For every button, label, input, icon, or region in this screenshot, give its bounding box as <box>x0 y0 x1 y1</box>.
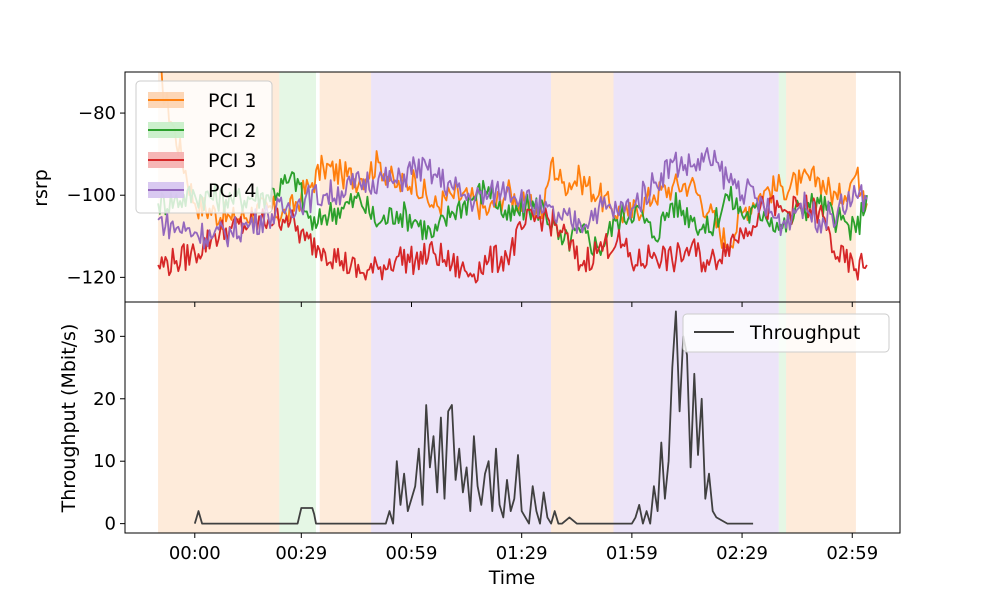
x-tick-label: 00:59 <box>386 543 438 564</box>
legend-label-3: PCI 3 <box>208 150 256 172</box>
rsrp-legend: PCI 1 PCI 2 PCI 3 PCI 4 <box>135 80 273 214</box>
x-tick-label: 00:29 <box>275 543 327 564</box>
throughput-y-tick-label: 10 <box>93 451 116 472</box>
legend-label-1: PCI 1 <box>208 90 256 112</box>
throughput-axis-label: Throughput (Mbit/s) <box>58 324 80 514</box>
legend-label-2: PCI 2 <box>208 120 256 142</box>
chart-axes <box>124 71 901 534</box>
throughput-line <box>193 310 754 525</box>
throughput-axes-frame <box>124 301 901 534</box>
rsrp-legend-box <box>135 80 273 214</box>
rsrp-line-pci-4 <box>157 147 868 250</box>
rsrp-line-pci-2 <box>157 171 868 257</box>
throughput-legend-box <box>682 313 890 353</box>
rsrp-y-tick-label: −120 <box>67 267 116 288</box>
x-tick-label: 02:29 <box>716 543 768 564</box>
x-tick-label: 00:00 <box>169 543 221 564</box>
x-tick-label: 01:29 <box>496 543 548 564</box>
x-tick-label: 02:59 <box>826 543 878 564</box>
throughput-y-tick-label: 30 <box>93 326 116 347</box>
x-tick-label: 01:59 <box>606 543 658 564</box>
time-axis-label: Time <box>488 567 536 589</box>
throughput-legend: Throughput <box>682 313 890 353</box>
rsrp-series <box>157 72 868 284</box>
throughput-legend-label: Throughput <box>749 322 860 344</box>
rsrp-y-tick-label: −80 <box>78 103 116 124</box>
throughput-y-tick-label: 0 <box>105 514 116 535</box>
rsrp-axis-label: rsrp <box>30 169 52 207</box>
chart-ticks: 00:00 00:29 00:59 01:29 01:59 02:29 02:59 −80 −1… <box>67 103 879 564</box>
throughput-series <box>193 310 754 525</box>
throughput-y-tick-label: 20 <box>93 389 116 410</box>
legend-label-4: PCI 4 <box>208 180 256 202</box>
rsrp-y-tick-label: −100 <box>67 185 116 206</box>
